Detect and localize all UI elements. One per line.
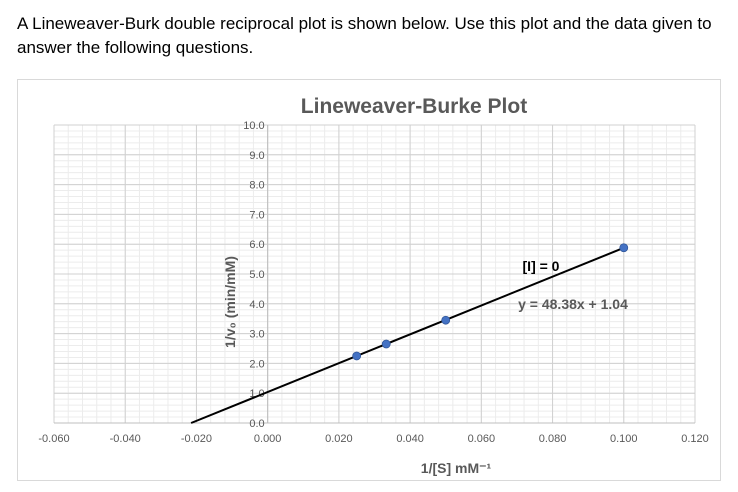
data-point <box>619 243 629 253</box>
y-tick-label: 2.0 <box>249 358 264 370</box>
y-tick-label: 7.0 <box>249 209 264 221</box>
chart-frame: -0.060 -0.040 -0.020 0.000 0.020 0.040 0.060 0.… <box>17 79 721 481</box>
x-tick-label: 0.120 <box>681 433 709 445</box>
x-tick-label: 0.040 <box>396 433 424 445</box>
trendline-group <box>190 246 625 424</box>
y-tick-label: 8.0 <box>249 180 264 192</box>
x-tick-label: 0.000 <box>254 433 282 445</box>
major-gridlines <box>53 124 696 424</box>
y-tick-label: 10.0 <box>243 120 264 132</box>
data-points <box>352 243 629 361</box>
x-tick-label: 0.080 <box>539 433 567 445</box>
x-tick-label: 0.020 <box>325 433 353 445</box>
y-tick-label: 0.0 <box>249 418 264 430</box>
y-tick-label: 4.0 <box>249 299 264 311</box>
lineweaver-burk-chart: -0.060 -0.040 -0.020 0.000 0.020 0.040 0.060 0.… <box>38 95 708 476</box>
data-point <box>352 351 362 361</box>
question-text: A Lineweaver-Burk double reciprocal plot… <box>17 14 712 57</box>
y-tick-label: 9.0 <box>249 150 264 162</box>
series-label: [I] = 0 <box>523 258 560 274</box>
x-axis-title: 1/[S] mM⁻¹ <box>421 460 492 476</box>
trendline <box>190 246 625 424</box>
chart-labels: Lineweaver-Burke Plot 1/[S] mM⁻¹ 1/v₀ (m… <box>222 95 628 476</box>
x-tick-label: -0.020 <box>181 433 212 445</box>
x-tick-label: 0.060 <box>468 433 496 445</box>
y-tick-label: 6.0 <box>249 239 264 251</box>
data-point <box>381 339 391 349</box>
x-tick-label: -0.040 <box>110 433 141 445</box>
x-tick-label: 0.100 <box>610 433 638 445</box>
tick-labels: -0.060 -0.040 -0.020 0.000 0.020 0.040 0.060 0.… <box>38 120 708 445</box>
x-tick-label: -0.060 <box>38 433 69 445</box>
axes <box>54 125 695 424</box>
chart-title: Lineweaver-Burke Plot <box>301 95 527 118</box>
y-axis-title: 1/v₀ (min/mM) <box>222 256 238 348</box>
data-point <box>441 315 451 325</box>
y-tick-label: 3.0 <box>249 329 264 341</box>
trendline-equation: y = 48.38x + 1.04 <box>518 296 628 312</box>
y-tick-label: 5.0 <box>249 269 264 281</box>
